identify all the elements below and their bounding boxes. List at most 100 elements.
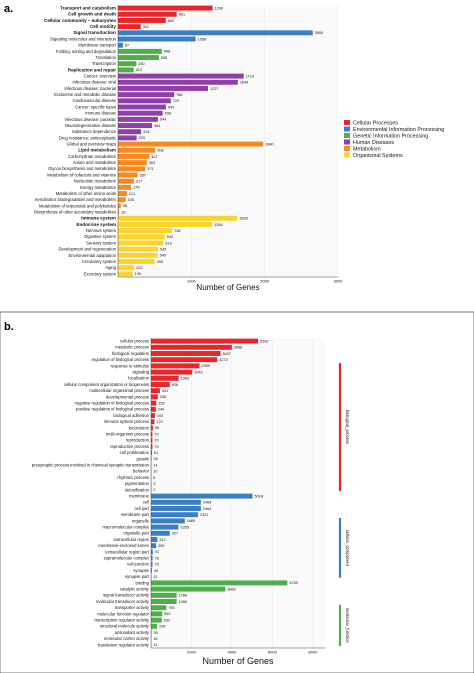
bar-value-label: 2399: [202, 364, 210, 368]
bar: [151, 400, 157, 406]
bar-value-label: 2655: [315, 31, 323, 35]
bar-value-label: 532: [164, 618, 170, 622]
bar: [151, 357, 218, 363]
bar-category-label: cellular process: [120, 339, 149, 344]
bar-value-label: 16: [121, 210, 125, 214]
plot-area: [151, 338, 325, 648]
bar-category-label: presynaptic process involved in chemical…: [32, 463, 150, 468]
bar-category-label: detoxification: [125, 487, 150, 492]
bar-value-label: 311: [143, 25, 149, 29]
bar: [118, 110, 163, 116]
bar: [151, 617, 162, 623]
bar-value-label: 121: [129, 192, 135, 196]
bar-category-label: signaling: [132, 370, 149, 375]
bar: [118, 166, 146, 172]
legend-swatch: [344, 139, 350, 145]
bar-value-label: 499: [157, 260, 163, 264]
bar-category-label: Immune system: [81, 216, 116, 221]
bar: [151, 363, 200, 369]
bar: [118, 147, 156, 153]
bar-value-label: 1626: [239, 217, 247, 221]
bar-category-label: cell junction: [127, 562, 150, 567]
bar: [151, 406, 156, 412]
x-tick-label: 4000: [227, 650, 237, 655]
bar-category-label: Infectious disease: viral: [72, 80, 116, 85]
bar: [151, 419, 155, 425]
bar-value-label: 558: [161, 56, 167, 60]
legend-label: Environmental Information Processing: [353, 127, 444, 133]
bar-value-label: 608: [165, 111, 171, 115]
bar-category-label: Metabolism of other amino acids: [56, 191, 116, 196]
bar-value-label: 3669: [227, 587, 235, 591]
bar-value-label: 371: [147, 167, 153, 171]
bar-value-label: 619: [165, 241, 171, 245]
bar-category-label: cellular component organization or bioge…: [64, 382, 149, 387]
bar: [151, 580, 288, 586]
bar-category-label: locomotion: [129, 425, 150, 430]
bar-category-label: organelle part: [123, 531, 149, 536]
group-bracket-label: cellular_component: [345, 530, 350, 567]
bar-category-label: molecular carrier activity: [104, 636, 150, 641]
bar: [151, 450, 153, 456]
bar: [118, 61, 137, 67]
bar: [118, 123, 153, 129]
bar: [118, 104, 166, 110]
bar: [151, 586, 226, 592]
bar-value-label: 652: [168, 19, 174, 23]
bar-value-label: 6: [153, 476, 155, 480]
bar-category-label: antioxidant activity: [115, 630, 150, 635]
x-axis-title: Number of Genes: [202, 656, 274, 666]
bar-value-label: 76: [155, 563, 159, 567]
bar-value-label: 179: [133, 186, 139, 190]
bar-category-label: membrane-enclosed lumen: [98, 543, 149, 548]
bar-category-label: Energy metabolism: [80, 185, 116, 190]
bar: [151, 493, 253, 499]
bar-value-label: 720: [173, 99, 179, 103]
bar-value-label: 598: [164, 50, 170, 54]
bar: [151, 344, 232, 350]
bar: [118, 48, 162, 54]
bar-value-label: 217: [136, 179, 142, 183]
bar: [118, 172, 138, 178]
bar-value-label: 336: [160, 395, 166, 399]
bar-category-label: macromolecular complex: [102, 525, 149, 530]
bar: [118, 17, 166, 23]
bar-value-label: 51: [154, 451, 158, 455]
bar-value-label: 2042: [194, 370, 202, 374]
bar-category-label: Cardiovascular disease: [72, 98, 116, 103]
bar-value-label: 170: [156, 420, 162, 424]
bar-category-label: extracellular region part: [105, 549, 150, 554]
bar: [151, 543, 157, 549]
bar-value-label: 6739: [289, 581, 297, 585]
bar-category-label: multicellular organismal process: [89, 388, 149, 393]
bar-value-label: 552: [164, 612, 170, 616]
bar-category-label: membrane part: [121, 512, 150, 517]
bar-value-label: 427: [151, 155, 157, 159]
bar: [118, 252, 158, 258]
bar: [151, 506, 201, 511]
bar-value-label: 801: [179, 13, 185, 17]
bar-value-label: 5292: [260, 339, 268, 343]
bar-value-label: 267: [140, 173, 146, 177]
x-tick-label: 6000: [268, 650, 278, 655]
bar: [151, 394, 158, 400]
group-bracket-label: biological_process: [345, 410, 350, 444]
bar-value-label: 1058: [198, 37, 206, 41]
bar: [118, 135, 137, 141]
panel-b-frame: [0, 311, 474, 673]
bar-value-label: 70: [154, 445, 158, 449]
bar-value-label: 1355: [180, 525, 188, 529]
bar: [151, 592, 177, 598]
bar: [118, 55, 159, 61]
bar-category-label: biological regulation: [112, 351, 150, 356]
bar-value-label: 67: [125, 43, 129, 47]
bar-value-label: 3: [153, 482, 155, 486]
bar: [151, 599, 177, 604]
bar-category-label: immune system process: [104, 419, 149, 424]
bar-category-label: Development and regeneration: [58, 247, 116, 252]
bar: [118, 85, 208, 91]
bar-value-label: 91: [155, 550, 159, 554]
bar-value-label: 250: [138, 62, 144, 66]
bar-value-label: 21: [153, 575, 157, 579]
bar: [118, 259, 155, 265]
